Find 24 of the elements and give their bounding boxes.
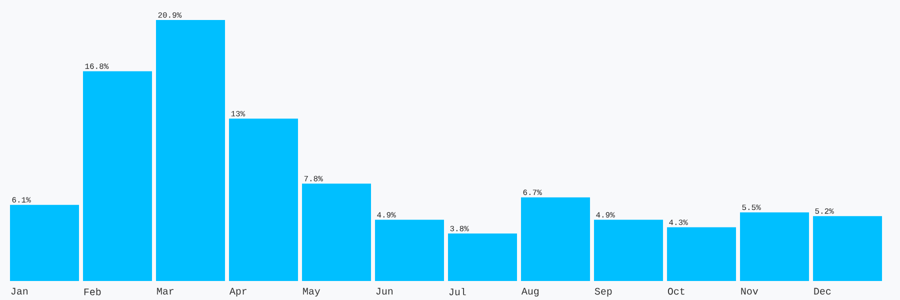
bar: [10, 204, 79, 281]
x-tick-label: Feb: [84, 288, 101, 296]
bar: [740, 212, 810, 281]
bar: [375, 220, 444, 281]
x-tick-label: Oct: [668, 288, 684, 295]
x-tick-label: Mar: [157, 288, 174, 295]
bar: [813, 216, 882, 281]
x-tick-label: Nov: [741, 288, 758, 295]
x-tick-label: Jul: [449, 288, 466, 296]
x-tick-label: Aug: [521, 288, 539, 297]
bar: [156, 20, 226, 281]
bar: [229, 118, 298, 281]
bar: [83, 71, 152, 281]
x-tick-label: Sep: [594, 288, 612, 297]
bar: [448, 234, 518, 281]
x-tick-label: May: [303, 288, 320, 297]
x-tick-label: Dec: [814, 288, 831, 295]
x-tick-label: Jan: [11, 288, 28, 295]
x-tick-label: Apr: [229, 288, 246, 297]
bar: [521, 197, 590, 281]
bar: [667, 227, 736, 281]
bar: [594, 220, 664, 281]
bar: [302, 184, 372, 281]
x-tick-label: Jun: [376, 288, 393, 295]
